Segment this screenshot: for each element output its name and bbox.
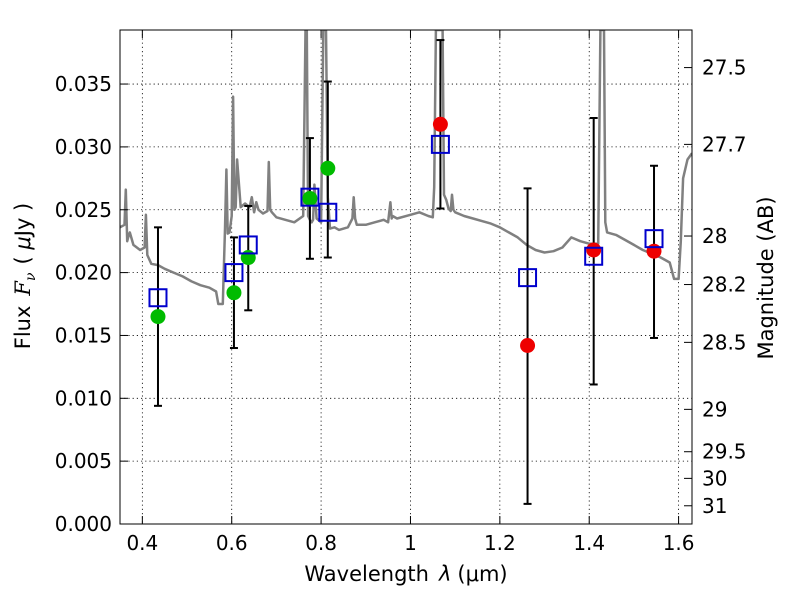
y-tick-label: 0.030	[55, 135, 112, 159]
model-point	[318, 202, 338, 222]
magnitude-tick-label: 28	[702, 224, 727, 248]
tick-labels: 0.4 0.6 0.8 1 1.2 1.4 1.6 0.000 0.005 0.010 0.015 0…	[55, 56, 747, 555]
model-point	[430, 134, 450, 154]
y-tick-label: 0.035	[55, 72, 112, 96]
model-point	[644, 229, 664, 249]
plot-frame	[119, 29, 693, 525]
x-tick-label: 0.8	[305, 531, 337, 555]
model-point	[148, 288, 168, 308]
error-bars	[153, 39, 659, 505]
magnitude-tick-label: 28.2	[702, 273, 747, 297]
data-point	[226, 285, 242, 301]
model-point	[300, 187, 320, 207]
magnitude-tick-label: 31	[702, 494, 727, 518]
data-point	[520, 338, 536, 354]
y-tick-label: 0.005	[55, 449, 112, 473]
y2-axis-label: Magnitude (AB)	[754, 196, 778, 359]
model-spectrum	[120, 30, 692, 306]
data-point	[646, 243, 662, 259]
magnitude-tick-label: 29.5	[702, 440, 747, 464]
model-point	[518, 268, 538, 288]
magnitude-tick-label: 27.5	[702, 56, 747, 80]
y-tick-label: 0.010	[55, 386, 112, 410]
model-point	[584, 246, 604, 266]
grid-lines	[120, 30, 692, 524]
y-tick-label: 0.000	[55, 512, 112, 536]
x-axis-label: Wavelength λ (μm)	[304, 562, 507, 586]
data-point	[586, 242, 602, 258]
x-tick-label: 0.4	[126, 531, 158, 555]
data-markers	[148, 116, 664, 354]
model-point	[224, 263, 244, 283]
data-point	[302, 190, 318, 206]
data-point	[320, 160, 336, 176]
model-spectrum-line	[120, 30, 692, 306]
data-point	[150, 309, 166, 325]
y-axis-label: FluxFν( μJy )	[11, 203, 39, 350]
data-point	[240, 250, 256, 266]
x-tick-label: 1.4	[573, 531, 605, 555]
magnitude-tick-label: 27.7	[702, 132, 747, 156]
y-tick-label: 0.015	[55, 323, 112, 347]
axis-ticks	[120, 30, 692, 525]
magnitude-tick-label: 29	[702, 397, 727, 421]
magnitude-tick-label: 28.5	[702, 330, 747, 354]
y-tick-label: 0.020	[55, 261, 112, 285]
data-point	[432, 116, 448, 132]
x-tick-label: 1.2	[484, 531, 516, 555]
x-tick-label: 1.6	[663, 531, 695, 555]
magnitude-tick-label: 30	[702, 466, 727, 490]
x-tick-label: 0.6	[216, 531, 248, 555]
x-tick-label: 1	[404, 531, 417, 555]
model-point	[238, 235, 258, 255]
y-tick-label: 0.025	[55, 198, 112, 222]
